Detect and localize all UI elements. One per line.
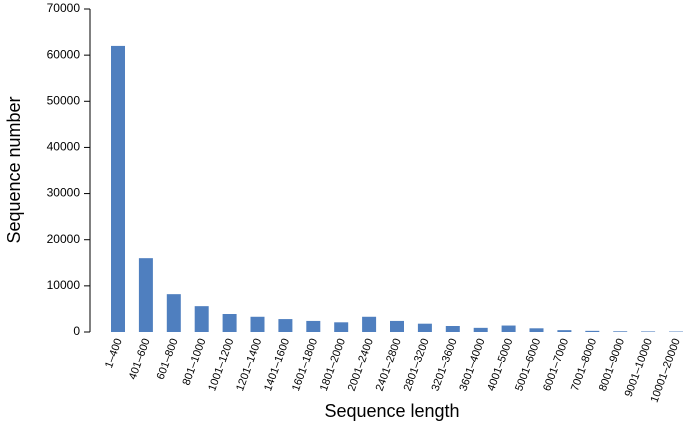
y-tick-label: 70000 xyxy=(47,1,81,15)
bar xyxy=(250,316,265,332)
bar xyxy=(473,327,488,332)
x-tick-label: 2801–3200 xyxy=(402,337,432,393)
bar xyxy=(194,306,209,332)
x-tick-label: 401–600 xyxy=(127,337,153,381)
x-tick-label: 1001–1200 xyxy=(206,337,236,393)
y-tick-label: 10000 xyxy=(47,278,81,292)
bar xyxy=(306,320,321,332)
x-tick-label: 1201–1400 xyxy=(234,337,264,393)
bar xyxy=(362,316,377,332)
x-tick-label: 1–400 xyxy=(103,337,125,370)
x-tick-label: 1601–1800 xyxy=(290,337,320,393)
bar xyxy=(138,258,153,332)
x-tick-label: 1801–2000 xyxy=(318,337,348,393)
bar xyxy=(641,331,656,332)
x-tick-label: 2001–2400 xyxy=(346,337,376,393)
x-tick-label: 10001–20000 xyxy=(649,337,683,404)
x-tick-label: 9001–10000 xyxy=(623,337,655,399)
bar xyxy=(166,294,181,332)
bar xyxy=(557,330,572,332)
x-tick-label: 3601–4000 xyxy=(457,337,487,393)
y-tick-label: 60000 xyxy=(47,47,81,61)
x-tick-label: 801–1000 xyxy=(180,337,208,387)
y-tick-label: 50000 xyxy=(47,93,81,107)
x-tick-label: 601–800 xyxy=(155,337,181,381)
x-tick-label: 4001–5000 xyxy=(485,337,515,393)
bar xyxy=(111,45,125,333)
y-tick-label: 40000 xyxy=(47,140,81,154)
x-tick-label: 2401–2800 xyxy=(374,337,404,393)
x-tick-label: 3201–3600 xyxy=(430,337,460,393)
x-tick-label: 6001–7000 xyxy=(541,337,571,393)
y-tick-label: 20000 xyxy=(47,232,81,246)
y-tick-label: 30000 xyxy=(47,186,81,200)
y-axis-title: Sequence number xyxy=(4,96,24,243)
bar xyxy=(613,331,628,332)
x-tick-label: 1401–1600 xyxy=(262,337,292,393)
bar xyxy=(390,320,404,332)
bar xyxy=(501,325,516,332)
bar xyxy=(529,328,544,332)
x-tick-label: 8001–9000 xyxy=(597,337,627,393)
bar xyxy=(445,326,460,332)
bar xyxy=(585,330,600,332)
bar xyxy=(278,319,293,332)
bar xyxy=(417,323,432,332)
bar xyxy=(334,322,349,332)
x-axis-title: Sequence length xyxy=(324,401,459,421)
x-tick-label: 5001–6000 xyxy=(513,337,543,393)
x-tick-label: 7001–8000 xyxy=(569,337,599,393)
y-tick-label: 0 xyxy=(73,324,80,338)
bar xyxy=(222,314,237,332)
